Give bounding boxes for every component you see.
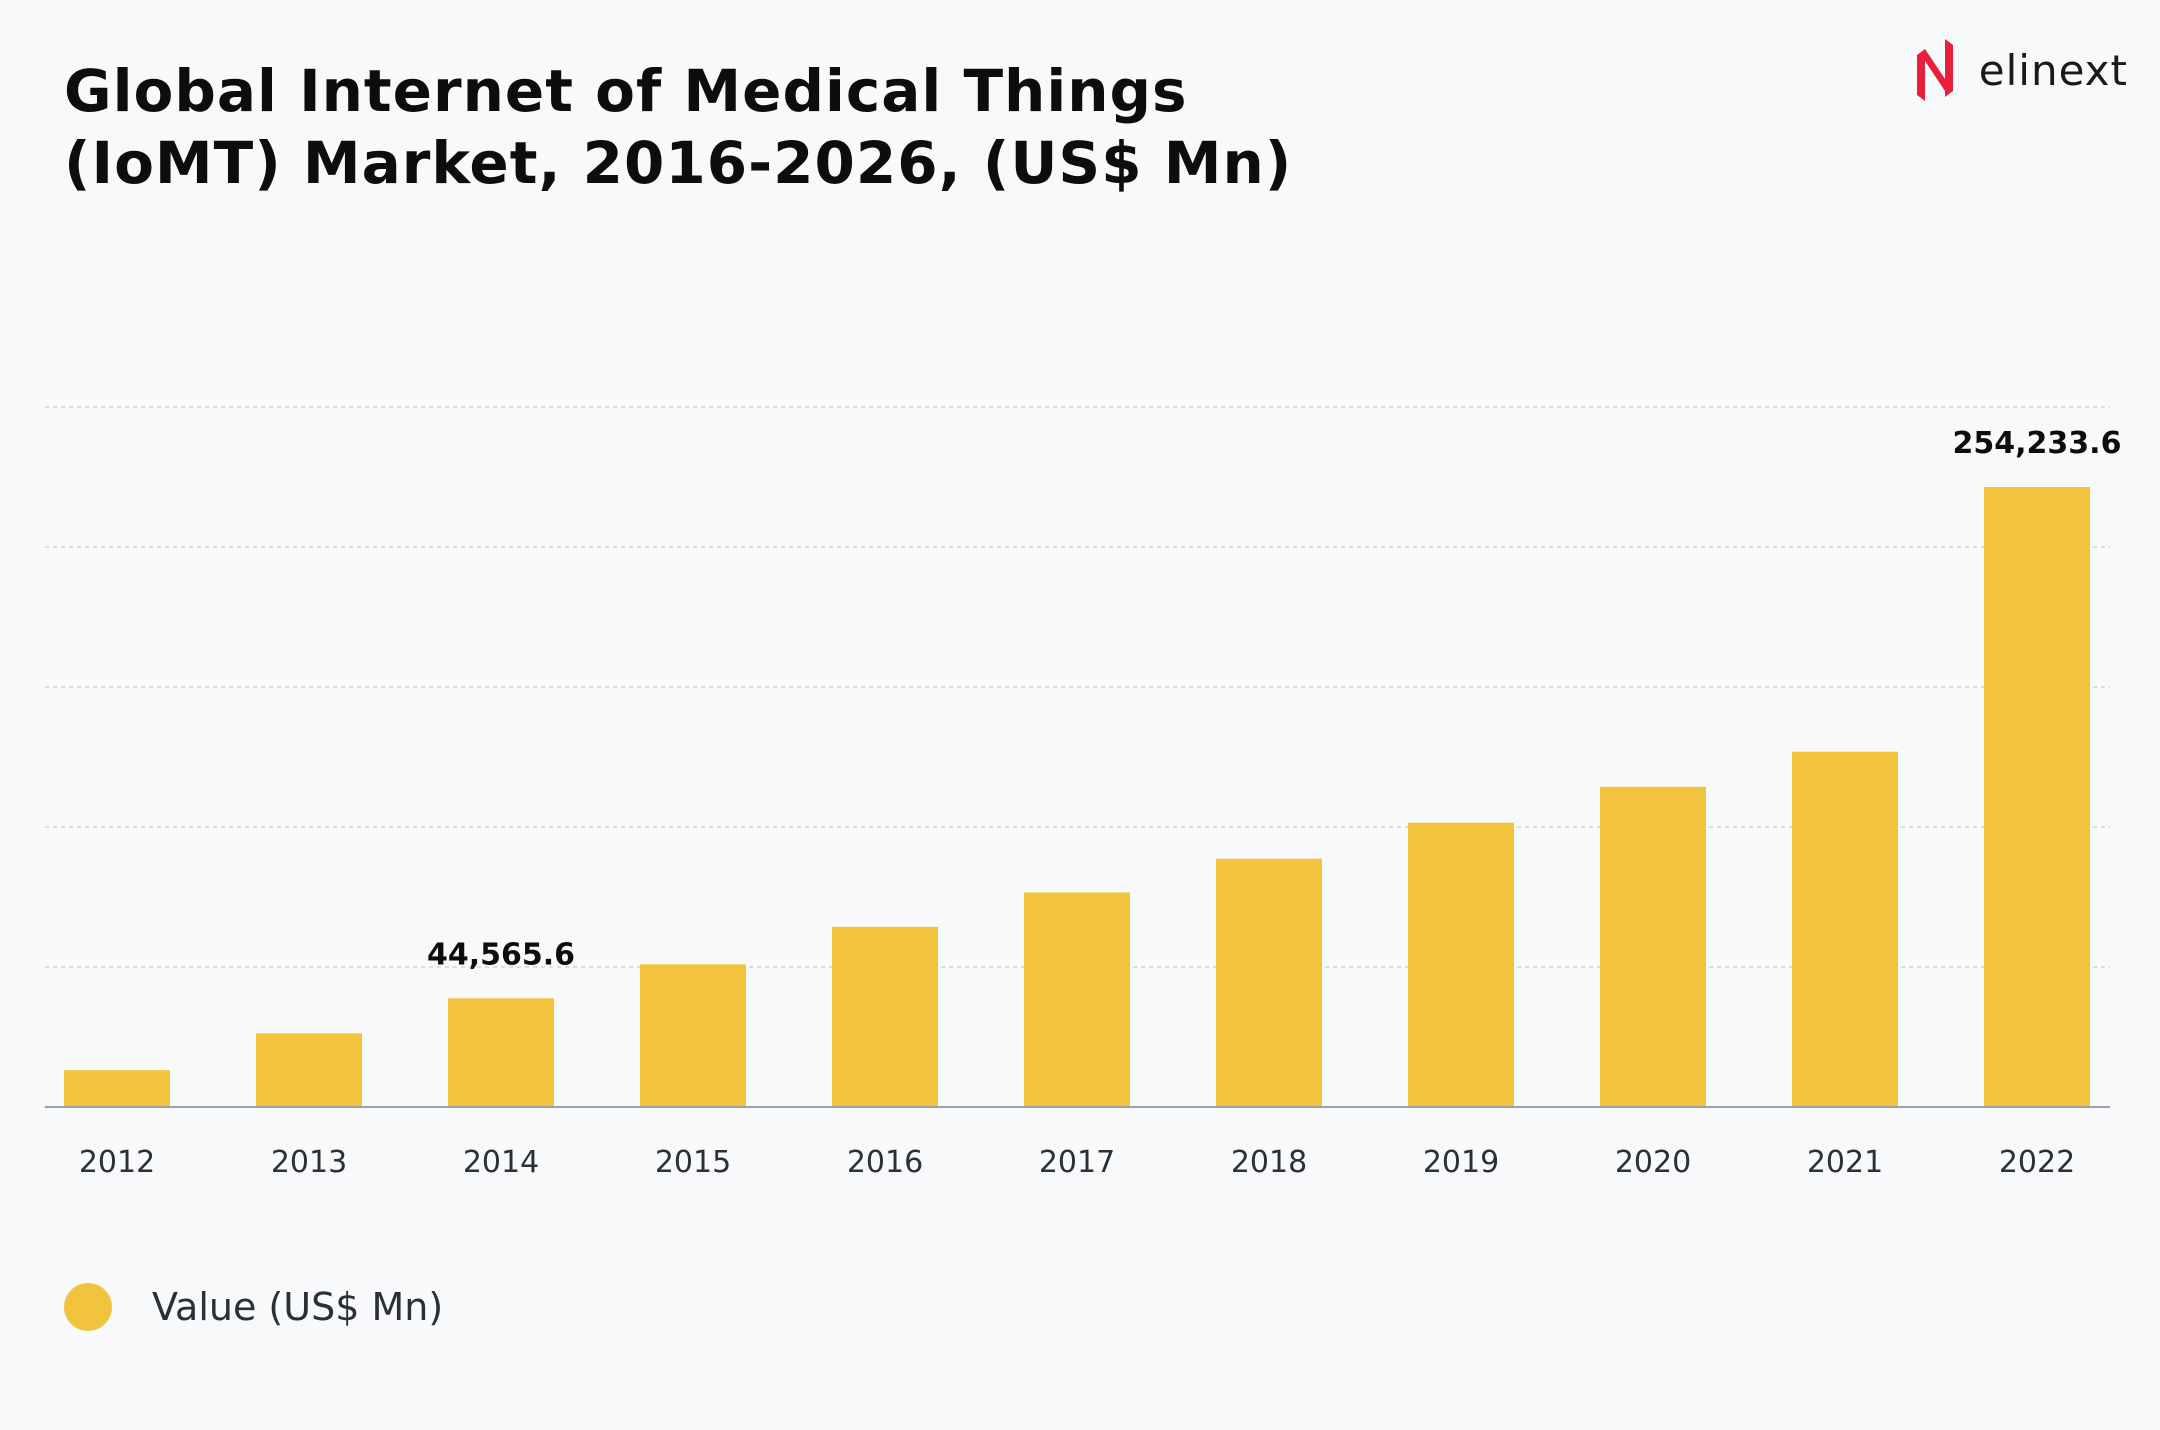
legend-swatch: [64, 1283, 112, 1331]
x-tick-label-2022: 2022: [1999, 1145, 2075, 1180]
bar-2017: [1024, 892, 1130, 1107]
bar-2014: [448, 998, 554, 1107]
chart-title: Global Internet of Medical Things (IoMT)…: [64, 55, 1564, 199]
bar-2019: [1408, 822, 1514, 1107]
x-tick-label-2021: 2021: [1807, 1145, 1883, 1180]
x-tick-label-2018: 2018: [1231, 1145, 1307, 1180]
brand-name: elinext: [1978, 45, 2128, 95]
elinext-logo-icon: [1916, 39, 1953, 101]
x-tick-label-2013: 2013: [271, 1145, 347, 1180]
x-tick-label-2017: 2017: [1039, 1145, 1115, 1180]
x-tick-label-2014: 2014: [463, 1145, 539, 1180]
x-tick-label-2016: 2016: [847, 1145, 923, 1180]
legend: Value (US$ Mn): [64, 1282, 443, 1332]
bar-2016: [832, 926, 938, 1107]
bar-2020: [1600, 786, 1706, 1107]
bar-2012: [64, 1070, 170, 1107]
x-tick-label-2020: 2020: [1615, 1145, 1691, 1180]
bar-2018: [1216, 858, 1322, 1107]
bar-2013: [256, 1033, 362, 1107]
data-label-2022: 254,233.6: [1953, 426, 2122, 461]
brand-logo: elinext: [1915, 30, 2128, 110]
legend-label: Value (US$ Mn): [152, 1285, 444, 1329]
bar-2021: [1792, 751, 1898, 1107]
bar-2015: [640, 964, 746, 1107]
x-tick-label-2019: 2019: [1423, 1145, 1499, 1180]
x-tick-label-2015: 2015: [655, 1145, 731, 1180]
data-label-2014: 44,565.6: [427, 937, 575, 972]
chart-title-line-2: (IoMT) Market, 2016-2026, (US$ Mn): [64, 129, 1293, 197]
x-tick-label-2012: 2012: [79, 1145, 155, 1180]
bar-2022: [1984, 487, 2090, 1107]
chart-title-line-1: Global Internet of Medical Things: [64, 57, 1188, 125]
